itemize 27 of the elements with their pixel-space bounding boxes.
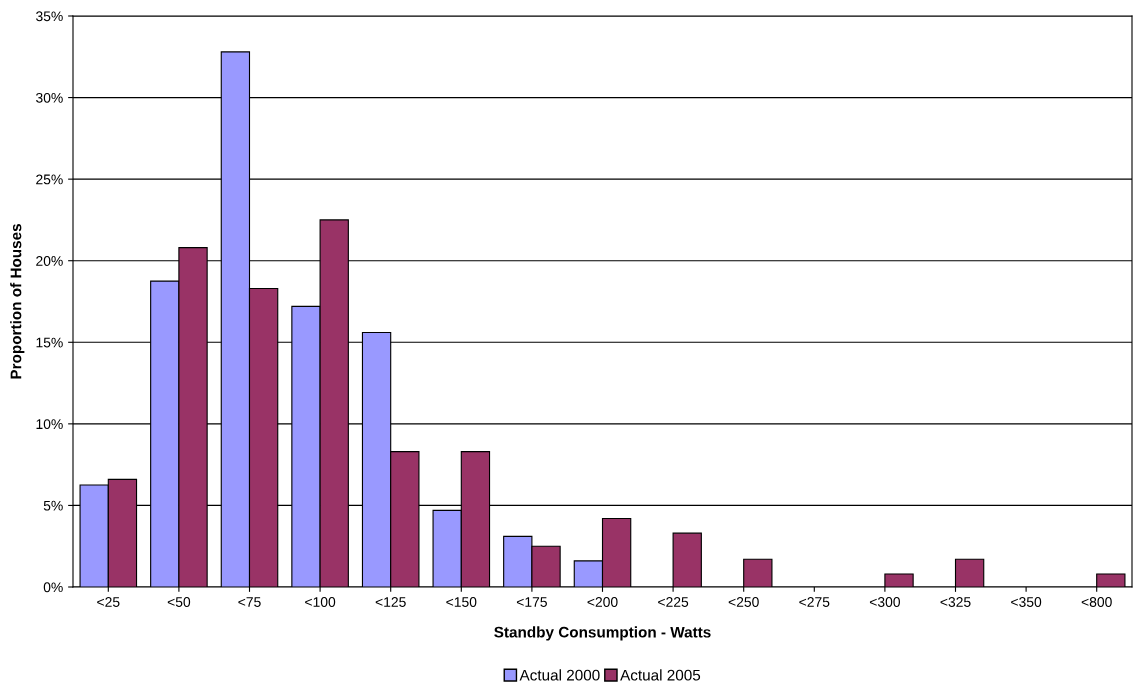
x-tick-label: <150 [446,597,477,607]
x-tick-label: <100 [305,597,336,607]
legend-label: Actual 2005 [620,669,701,681]
x-tick-label: <125 [375,597,406,607]
x-axis-title: Standby Consumption - Watts [494,626,711,641]
x-tick-label: <225 [658,597,689,607]
y-tick-label: 15% [36,337,63,348]
x-tick-label: <300 [869,597,900,607]
y-tick-label: 30% [36,92,63,103]
x-tick-label: <25 [97,597,120,607]
y-tick-label: 5% [43,500,63,511]
y-tick-label: 10% [36,419,63,430]
x-tick-label: <350 [1011,597,1042,607]
y-tick-label: 25% [36,174,63,185]
y-axis-title: Proportion of Houses [10,224,25,379]
x-tick-label: <275 [799,597,830,607]
x-tick-label: <50 [167,597,191,607]
x-tick-label: <175 [516,597,547,607]
y-tick-label: 20% [36,256,63,266]
legend-label: Actual 2000 [519,669,600,681]
y-tick-label: 0% [43,582,63,593]
x-tick-label: <250 [728,597,759,607]
x-tick-label: <200 [587,597,618,607]
y-tick-label: 35% [36,11,63,22]
x-tick-label: <800 [1081,597,1112,607]
x-tick-label: <325 [940,597,971,607]
x-tick-label: <75 [238,597,261,607]
